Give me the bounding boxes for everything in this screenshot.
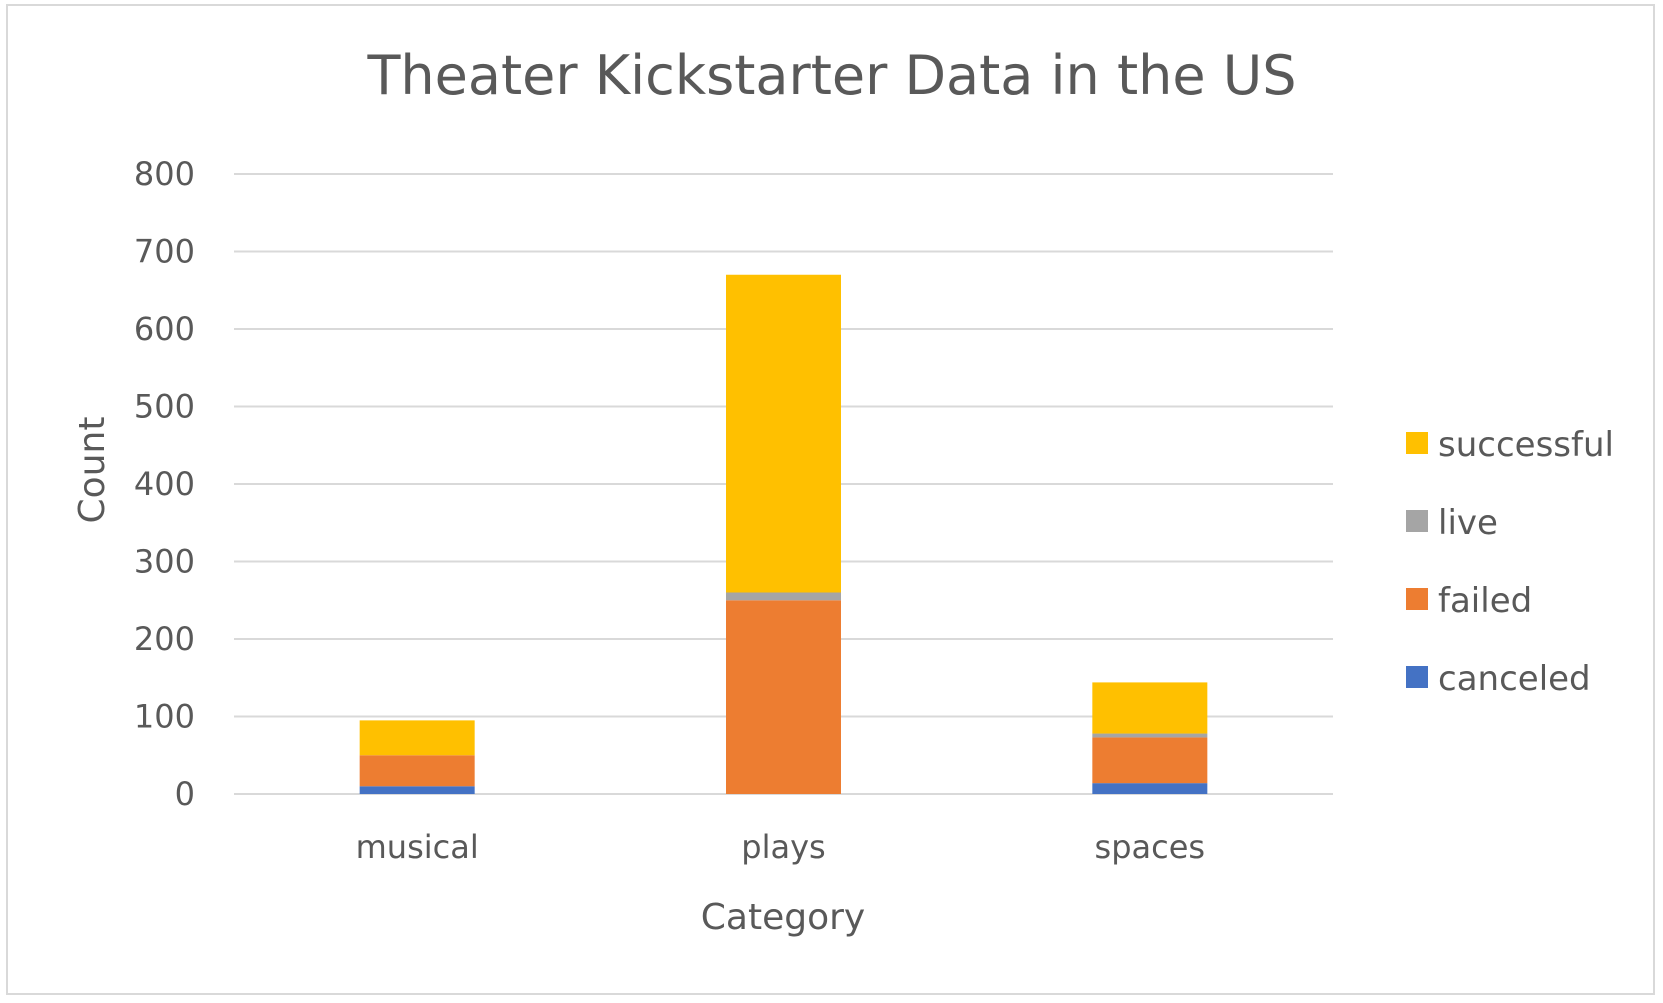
y-tick-label: 400 [134, 465, 195, 503]
legend-label-canceled: canceled [1438, 659, 1591, 699]
x-tick-label-plays: plays [741, 828, 825, 866]
x-axis-tick-labels: musical plays spaces [356, 828, 1205, 866]
y-tick-label: 200 [134, 620, 195, 658]
y-tick-label: 500 [134, 388, 195, 426]
bar-spaces-canceled [1092, 783, 1208, 794]
bar-spaces-successful [1092, 682, 1208, 734]
bar-plays-live [726, 592, 841, 601]
bar-musical-canceled [359, 786, 475, 794]
bar-stacks [359, 274, 1208, 794]
bar-plays-successful [726, 274, 841, 593]
x-axis-title: Category [701, 897, 865, 938]
legend-label-live: live [1438, 503, 1498, 543]
y-tick-label: 700 [134, 233, 195, 271]
bar-spaces-failed [1092, 737, 1208, 784]
y-tick-label: 600 [134, 310, 195, 348]
bar-musical-failed [359, 755, 475, 787]
legend-label-successful: successful [1438, 425, 1614, 465]
chart-title: Theater Kickstarter Data in the US [366, 44, 1296, 107]
x-tick-label-spaces: spaces [1095, 828, 1206, 866]
y-tick-label: 100 [134, 698, 195, 736]
y-tick-label: 300 [134, 543, 195, 581]
legend-label-failed: failed [1438, 581, 1532, 621]
y-axis-tick-labels: 0 100 200 300 400 500 600 700 800 [134, 155, 195, 813]
legend-swatch-failed [1406, 588, 1428, 610]
y-tick-label: 800 [134, 155, 195, 193]
y-tick-label: 0 [175, 775, 195, 813]
y-axis-title: Count [72, 417, 113, 524]
legend-swatch-canceled [1406, 666, 1428, 688]
bar-plays-failed [726, 600, 841, 794]
legend-swatch-successful [1406, 432, 1428, 454]
bar-spaces-live [1092, 733, 1208, 738]
x-tick-label-musical: musical [356, 828, 479, 866]
legend: successful live failed canceled [1406, 425, 1614, 699]
legend-swatch-live [1406, 510, 1428, 532]
bar-musical-successful [359, 720, 475, 756]
